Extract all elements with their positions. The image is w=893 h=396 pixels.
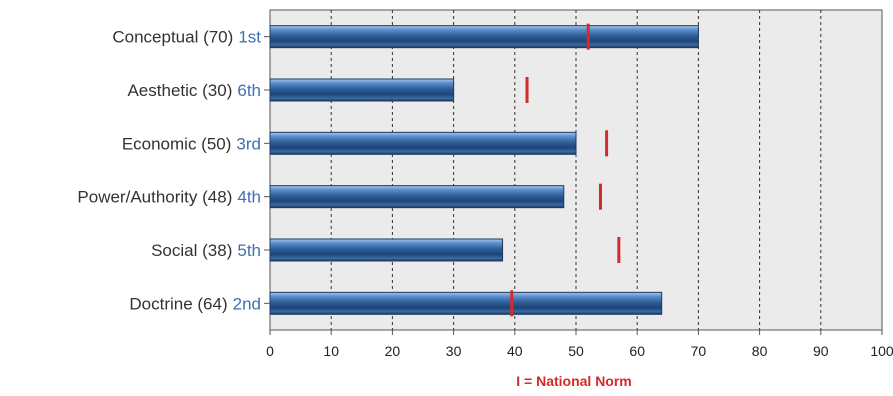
grid-lines	[330, 10, 822, 330]
bars	[269, 25, 699, 315]
x-tick-label: 100	[870, 343, 893, 359]
category-label-5: Doctrine (64)	[129, 294, 227, 313]
x-tick-label: 80	[752, 343, 768, 359]
x-tick-label: 30	[446, 343, 462, 359]
category-label-3: Power/Authority (48)	[77, 188, 232, 207]
rank-label-4: 5th	[237, 241, 261, 260]
category-label-1: Aesthetic (30)	[127, 81, 232, 100]
rank-label-3: 4th	[237, 188, 261, 207]
category-label-4: Social (38)	[151, 241, 232, 260]
x-tick-label: 60	[629, 343, 645, 359]
x-tick-label: 20	[385, 343, 401, 359]
bar-1	[269, 78, 455, 102]
bar-3	[269, 185, 565, 209]
x-tick-label: 70	[691, 343, 707, 359]
x-tick-label: 10	[323, 343, 339, 359]
category-labels: 1st Conceptual (70) 6th Aesthetic (30) 3rdEc…	[77, 28, 270, 313]
rank-label-2: 3rd	[236, 134, 261, 153]
category-label-2: Economic (50)	[122, 134, 232, 153]
bar-5	[269, 291, 663, 315]
bar-0	[269, 25, 699, 49]
national-norm-markers	[510, 23, 621, 317]
rank-label-1: 6th	[237, 81, 261, 100]
bar-4	[269, 238, 504, 262]
category-label-0: Conceptual (70)	[112, 28, 233, 47]
legend-national-norm: I = National Norm	[516, 373, 632, 389]
rank-label-5: 2nd	[233, 294, 261, 313]
x-tick-label: 90	[813, 343, 829, 359]
bar-2	[269, 131, 577, 155]
x-tick-label: 50	[568, 343, 584, 359]
rank-label-0: 1st	[238, 28, 261, 47]
x-tick-label: 40	[507, 343, 523, 359]
x-tick-label: 0	[266, 343, 274, 359]
x-axis-ticks: 0 10 20 30 40 50 60 70 80 90 100	[266, 330, 893, 359]
